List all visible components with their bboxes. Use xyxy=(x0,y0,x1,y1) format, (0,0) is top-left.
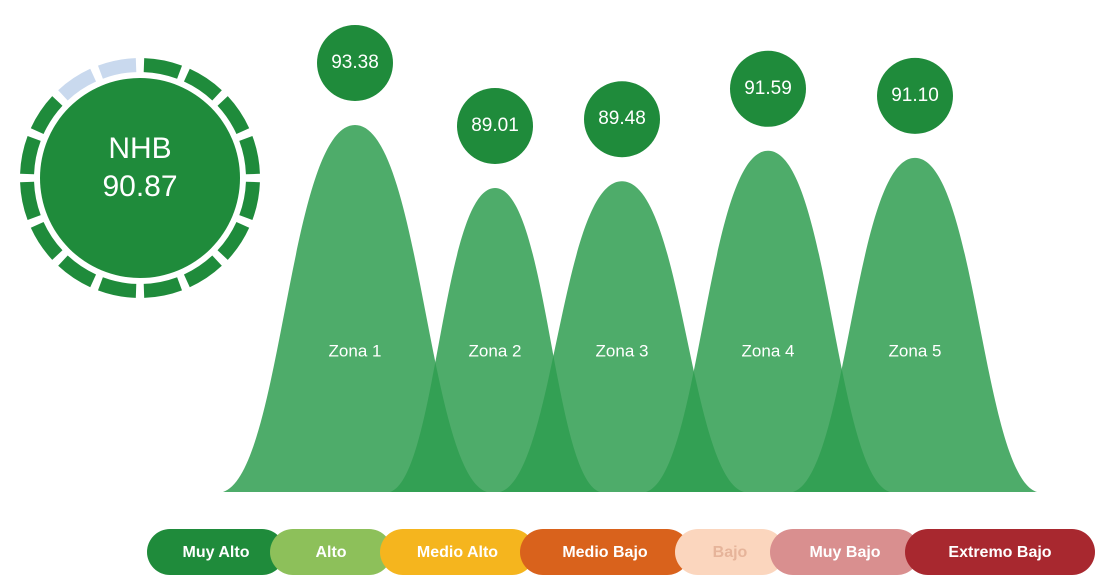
legend-pill xyxy=(905,529,1095,575)
gauge-segment xyxy=(30,221,63,260)
value-label: 89.01 xyxy=(471,115,519,136)
legend-pill xyxy=(770,529,920,575)
legend-label: Medio Alto xyxy=(417,544,498,561)
legend-pill xyxy=(270,529,392,575)
bell xyxy=(646,150,890,493)
gauge-segment xyxy=(97,58,137,79)
gauge-segment xyxy=(183,255,222,288)
gauge-segment xyxy=(183,68,222,101)
gauge-segment xyxy=(143,58,183,79)
gauge-segment xyxy=(58,68,97,101)
value-bubble xyxy=(730,50,806,127)
gauge-disk xyxy=(40,78,240,278)
value-label: 91.59 xyxy=(744,78,792,99)
value-bubble xyxy=(877,57,953,134)
value-bubble xyxy=(317,25,393,101)
legend-label: Alto xyxy=(315,544,346,561)
gauge-segment xyxy=(217,221,250,260)
zone-label: Zona 3 xyxy=(596,341,649,360)
gauge-segment xyxy=(239,181,260,221)
gauge-segment xyxy=(58,255,97,288)
legend-label: Muy Alto xyxy=(183,544,250,561)
gauge-segment xyxy=(239,135,260,175)
legend-label: Extremo Bajo xyxy=(948,544,1051,561)
legend-label: Medio Bajo xyxy=(562,544,648,561)
gauge-value: 90.87 xyxy=(102,170,177,203)
zone-label: Zona 2 xyxy=(469,341,522,360)
zone-label: Zona 4 xyxy=(742,341,795,360)
legend-pill xyxy=(675,529,785,575)
gauge-segment xyxy=(217,96,250,135)
gauge-segment xyxy=(143,277,183,298)
legend-pill xyxy=(380,529,535,575)
value-label: 89.48 xyxy=(598,108,646,129)
value-bubble xyxy=(584,81,660,158)
gauge-label: NHB xyxy=(108,132,171,165)
value-label: 93.38 xyxy=(331,52,379,73)
value-bubble xyxy=(457,88,533,164)
zone-label: Zona 1 xyxy=(329,341,382,360)
zone-label: Zona 5 xyxy=(889,341,942,360)
legend-pill xyxy=(147,529,285,575)
legend-label: Muy Bajo xyxy=(809,544,880,561)
gauge-segment xyxy=(30,96,63,135)
value-label: 91.10 xyxy=(891,85,939,106)
bell xyxy=(500,181,744,493)
legend-pill xyxy=(520,529,690,575)
gauge-segment xyxy=(97,277,137,298)
gauge-segment xyxy=(20,181,41,221)
gauge-segment xyxy=(20,135,41,175)
legend-label: Bajo xyxy=(713,544,748,561)
bell xyxy=(793,157,1037,492)
bell xyxy=(223,125,487,492)
